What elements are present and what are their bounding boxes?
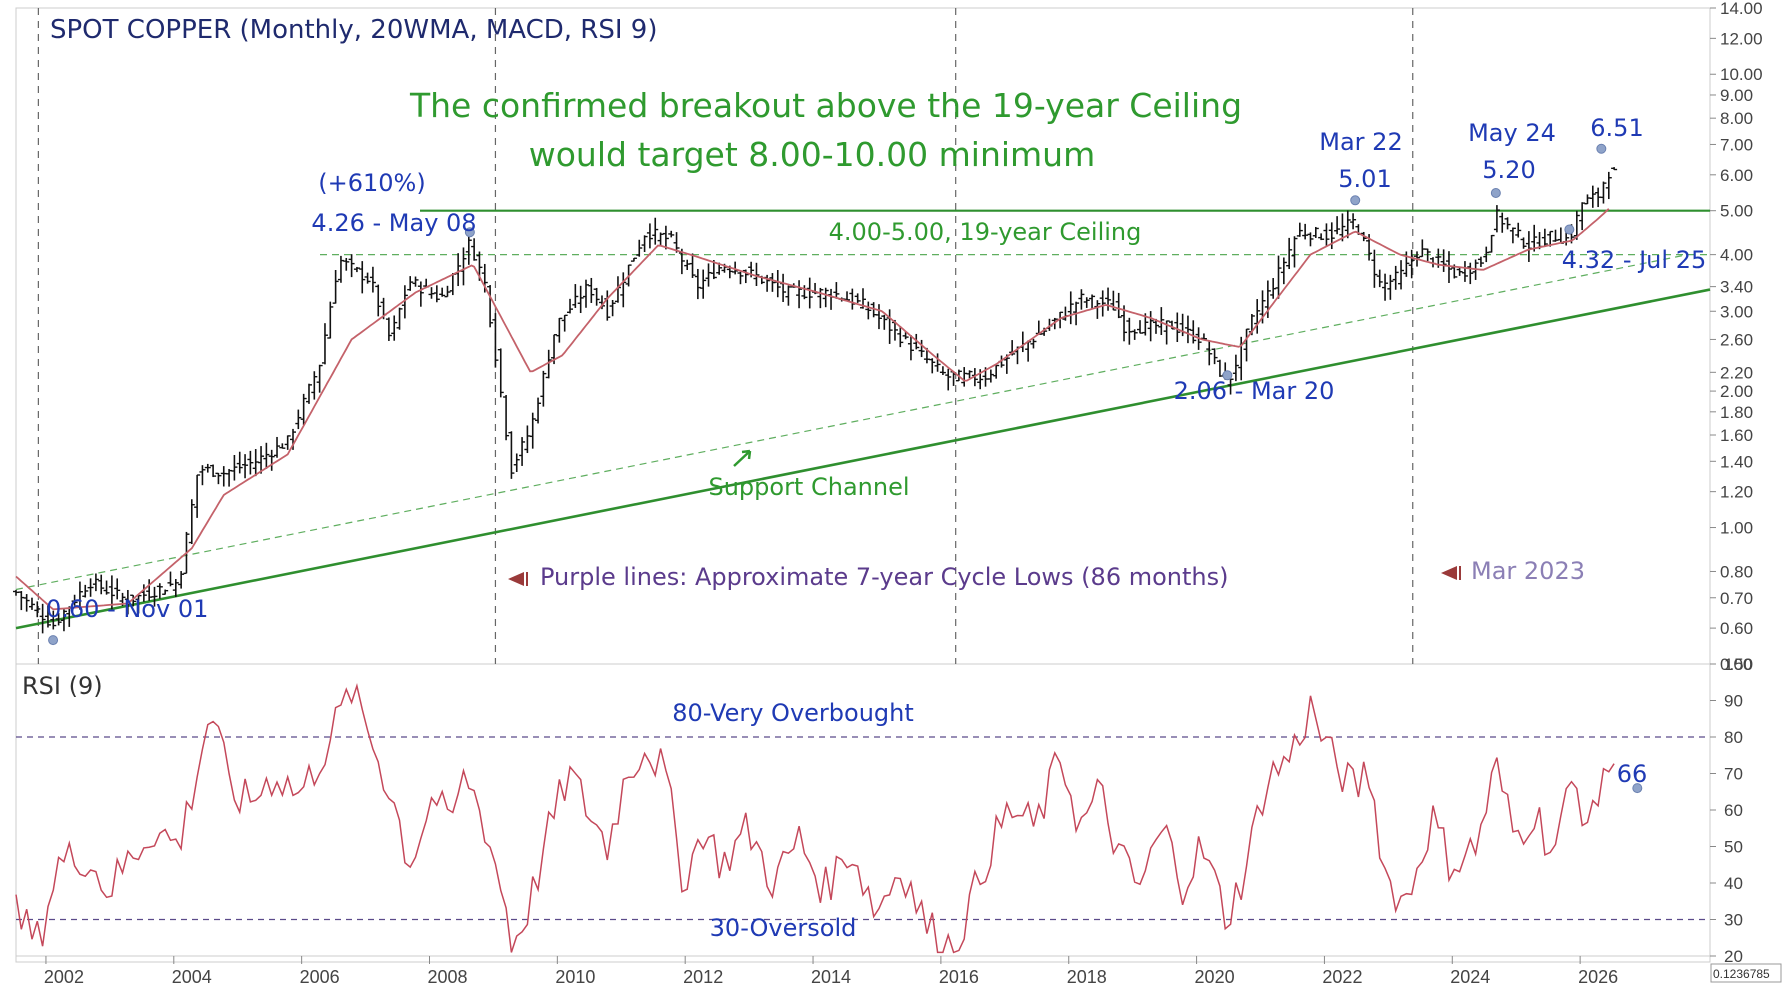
price-tick-label: 2.60 bbox=[1720, 330, 1753, 349]
peak-2026-value: 6.51 bbox=[1590, 114, 1643, 142]
x-tick-label: 2010 bbox=[555, 967, 595, 987]
price-marker-dot bbox=[1596, 143, 1607, 154]
rsi-marker-dot bbox=[1632, 783, 1643, 794]
price-tick-label: 4.00 bbox=[1720, 246, 1753, 265]
price-tick-label: 14.00 bbox=[1720, 0, 1763, 18]
price-tick-label: 8.00 bbox=[1720, 109, 1753, 128]
price-tick-label: 6.00 bbox=[1720, 166, 1753, 185]
price-tick-label: 3.40 bbox=[1720, 278, 1753, 297]
cycle-2023-label: Mar 2023 bbox=[1471, 557, 1585, 585]
x-tick-label: 2018 bbox=[1067, 967, 1107, 987]
x-tick-label: 2016 bbox=[939, 967, 979, 987]
rsi-title: RSI (9) bbox=[22, 672, 103, 700]
price-tick-label: 12.00 bbox=[1720, 29, 1763, 48]
price-marker-dot bbox=[1564, 224, 1575, 235]
peak-2022-date: Mar 22 bbox=[1319, 128, 1402, 156]
support-arrow-icon bbox=[733, 449, 752, 467]
rsi-tick-label: 70 bbox=[1724, 765, 1743, 784]
price-tick-label: 1.80 bbox=[1720, 403, 1753, 422]
price-tick-label: 2.20 bbox=[1720, 363, 1753, 382]
rsi-tick-label: 100 bbox=[1724, 655, 1752, 674]
price-tick-label: 5.00 bbox=[1720, 202, 1753, 221]
price-tick-label: 0.80 bbox=[1720, 562, 1753, 581]
peak-2024-value: 5.20 bbox=[1482, 156, 1535, 184]
pct-gain-label: (+610%) bbox=[318, 169, 425, 197]
price-marker-dot bbox=[464, 227, 475, 238]
price-tick-label: 2.00 bbox=[1720, 382, 1753, 401]
corner-value: 0.1236785 bbox=[1713, 967, 1770, 981]
x-tick-label: 2024 bbox=[1450, 967, 1490, 987]
price-tick-label: 0.50 bbox=[1720, 655, 1753, 674]
price-tick-label: 1.00 bbox=[1720, 519, 1753, 538]
price-marker-dot bbox=[1490, 187, 1501, 198]
price-tick-label: 1.60 bbox=[1720, 426, 1753, 445]
price-tick-label: 0.70 bbox=[1720, 589, 1753, 608]
ceiling-label: 4.00-5.00, 19-year Ceiling bbox=[829, 218, 1142, 246]
price-tick-label: 10.00 bbox=[1720, 65, 1763, 84]
rsi-tick-label: 30 bbox=[1724, 911, 1743, 930]
chart-title: SPOT COPPER (Monthly, 20WMA, MACD, RSI 9… bbox=[50, 15, 658, 45]
price-tick-label: 1.40 bbox=[1720, 452, 1753, 471]
price-tick-label: 0.60 bbox=[1720, 619, 1753, 638]
price-tick-label: 7.00 bbox=[1720, 135, 1753, 154]
rsi-tick-label: 80 bbox=[1724, 728, 1743, 747]
support-dashed-line bbox=[15, 254, 1688, 591]
cycle-note-triangle-icon bbox=[508, 572, 524, 586]
price-marker-dot bbox=[48, 635, 59, 646]
price-tick-label: 9.00 bbox=[1720, 86, 1753, 105]
low-2025-label: 4.32 - Jul 25 bbox=[1562, 246, 1706, 274]
x-tick-label: 2004 bbox=[172, 967, 212, 987]
rsi-line bbox=[15, 683, 1615, 954]
x-tick-label: 2014 bbox=[811, 967, 851, 987]
x-tick-label: 2022 bbox=[1322, 967, 1362, 987]
x-tick-label: 2012 bbox=[683, 967, 723, 987]
peak-2022-value: 5.01 bbox=[1338, 165, 1391, 193]
low-2020-label: 2.06 - Mar 20 bbox=[1174, 377, 1335, 405]
low-2001-label: 0.60 - Nov 01 bbox=[46, 595, 208, 623]
headline-1: The confirmed breakout above the 19-year… bbox=[409, 86, 1242, 125]
price-marker-dot bbox=[1222, 370, 1233, 381]
cycle-2023-triangle-icon bbox=[1441, 566, 1457, 580]
wma-line bbox=[15, 208, 1610, 611]
rsi-last-value: 66 bbox=[1617, 760, 1648, 788]
peak-2024-date: May 24 bbox=[1468, 119, 1556, 147]
rsi-oversold-label: 30-Oversold bbox=[710, 914, 857, 942]
x-tick-label: 2002 bbox=[44, 967, 84, 987]
price-marker-dot bbox=[1350, 195, 1361, 206]
price-tick-label: 1.20 bbox=[1720, 483, 1753, 502]
corner-value-box bbox=[1710, 963, 1782, 983]
price-tick-label: 3.00 bbox=[1720, 302, 1753, 321]
rsi-tick-label: 40 bbox=[1724, 874, 1743, 893]
rsi-tick-label: 60 bbox=[1724, 801, 1743, 820]
rsi-tick-label: 90 bbox=[1724, 692, 1743, 711]
x-tick-label: 2020 bbox=[1195, 967, 1235, 987]
x-tick-label: 2006 bbox=[300, 967, 340, 987]
x-tick-label: 2026 bbox=[1578, 967, 1618, 987]
support-channel-label: Support Channel bbox=[708, 473, 909, 501]
rsi-tick-label: 50 bbox=[1724, 838, 1743, 857]
x-tick-label: 2008 bbox=[427, 967, 467, 987]
rsi-overbought-label: 80-Very Overbought bbox=[672, 699, 914, 727]
headline-2: would target 8.00-10.00 minimum bbox=[529, 135, 1095, 174]
cycle-note-label: Purple lines: Approximate 7-year Cycle L… bbox=[540, 563, 1228, 591]
chart-frame bbox=[15, 7, 1711, 963]
support-channel-line bbox=[15, 288, 1711, 630]
peak-2008-label: 4.26 - May 08 bbox=[311, 209, 476, 237]
rsi-tick-label: 20 bbox=[1724, 947, 1743, 966]
